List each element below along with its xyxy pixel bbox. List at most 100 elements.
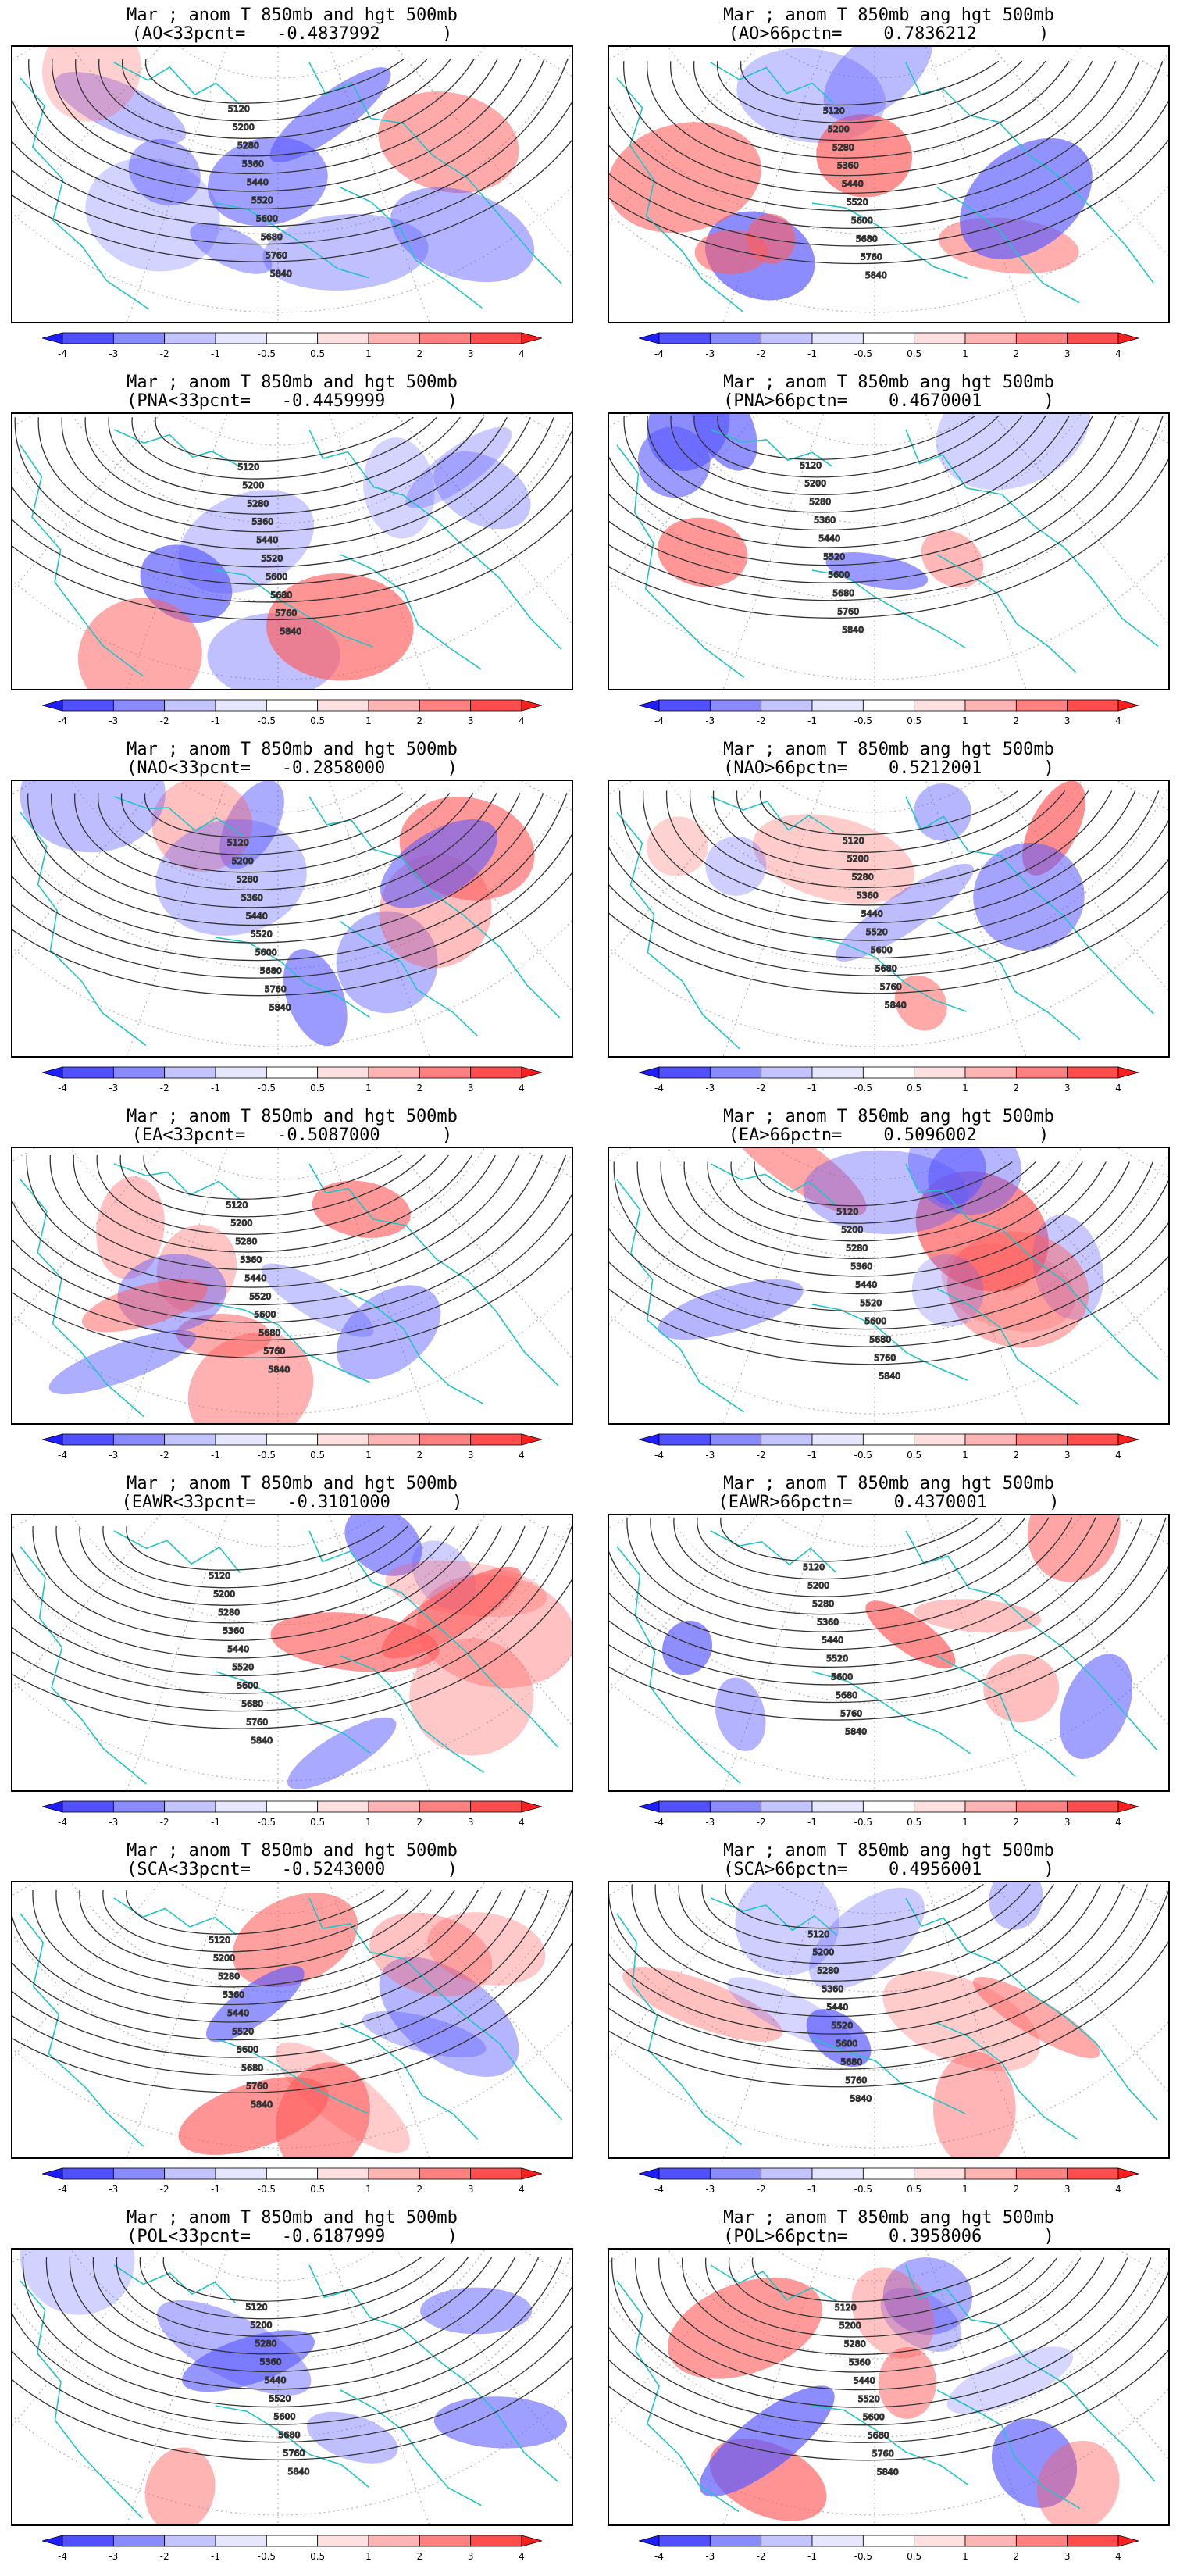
temperature-anomaly-shading: [270, 1515, 572, 1789]
polar-map: 5120 5200 5280 5360 5440 5520 5600 5680 5760 5840: [608, 45, 1170, 323]
colorbar-swatch: [215, 699, 267, 712]
contour-label: 5360: [850, 1261, 872, 1272]
warm-anomaly: [381, 1566, 522, 1659]
warm-anomaly: [694, 230, 768, 274]
colorbar-tick-label: 0.5: [907, 1083, 921, 1094]
colorbar-tick-label: -4: [58, 1450, 67, 1461]
coastlines: [20, 2264, 559, 2519]
colorbar-min-arrow: [637, 332, 660, 344]
colorbar-swatch: [658, 332, 711, 344]
colorbar-tick-label: 2: [417, 2184, 423, 2195]
colorbar-tick-label: -1: [211, 1450, 220, 1461]
map-panel: Mar ; anom T 850mb ang hgt 500mb (NAO>66…: [608, 739, 1170, 1106]
panel-subtitle: (EAWR<33pcnt= -0.3101000 ): [121, 1493, 463, 1512]
contour-label: 5680: [869, 1335, 891, 1345]
colorbar-swatch: [964, 1433, 1017, 1446]
polar-map: 5120 5200 5280 5360 5440 5520 5600 5680 5760 5840: [11, 1881, 573, 2159]
colorbar-tick-label: 0.5: [310, 1083, 325, 1094]
colorbar-swatch: [862, 699, 915, 712]
height-contours: 5120 5200 5280 5360 5440 5520 5600 5680 5760 5840: [609, 1161, 1168, 1382]
polar-map: 5120 5200 5280 5360 5440 5520 5600 5680 5760 5840: [11, 2248, 573, 2526]
contour-label: 5200: [213, 1589, 235, 1600]
contour-label: 5840: [280, 626, 301, 637]
contour-label: 5840: [251, 1736, 273, 1746]
colorbar-tick-label: -0.5: [854, 1450, 872, 1461]
contour-label: 5200: [812, 1947, 834, 1957]
colorbar-swatch: [658, 1066, 711, 1079]
colorbar-max-arrow: [521, 1800, 544, 1813]
colorbar-tick-label: -2: [160, 2551, 169, 2562]
contour-label: 5600: [237, 1681, 258, 1691]
contour-label: 5600: [831, 1672, 853, 1682]
colorbar-tick-label: 2: [1014, 2184, 1020, 2195]
panel-title: Mar ; anom T 850mb and hgt 500mb: [127, 5, 458, 25]
contour-label: 5200: [213, 1953, 235, 1964]
contour-label: 5280: [255, 2339, 277, 2349]
contour-label: 5440: [265, 2375, 287, 2385]
contour-label: 5840: [842, 625, 864, 635]
graticule: [609, 414, 1168, 689]
colorbar-swatch: [862, 1800, 915, 1813]
colorbar: -4 -3 -2 -1 -0.5 0.5 1 2 3 4: [637, 1800, 1140, 1839]
colorbar-swatch: [914, 1800, 966, 1813]
map-panel: Mar ; anom T 850mb ang hgt 500mb (SCA>66…: [608, 1840, 1170, 2207]
colorbar-swatch: [709, 2535, 762, 2547]
contour-label: 5440: [246, 911, 268, 921]
map-svg: 5120 5200 5280 5360 5440 5520 5600 5680 5760 5840: [12, 1882, 572, 2157]
contour-label: 5760: [246, 1717, 268, 1727]
colorbar-tick-label: -2: [757, 715, 766, 726]
colorbar-swatch: [914, 2535, 966, 2547]
colorbar-swatch: [368, 699, 420, 712]
temperature-anomaly-shading: [609, 47, 1093, 301]
map-panel: Mar ; anom T 850mb and hgt 500mb (PNA<33…: [11, 372, 573, 739]
contour-label: 5840: [288, 2467, 310, 2477]
colorbar-swatch: [1067, 1433, 1119, 1446]
cold-anomaly: [55, 72, 187, 144]
cold-anomaly: [911, 1254, 984, 1327]
colorbar-swatch: [419, 1066, 472, 1079]
panel-title: Mar ; anom T 850mb and hgt 500mb: [127, 740, 458, 759]
colorbar-swatch: [1015, 2535, 1068, 2547]
warm-anomaly: [378, 91, 519, 194]
contour-label: 5360: [223, 1989, 244, 2000]
colorbar-min-arrow: [41, 1800, 63, 1813]
colorbar-tick-label: -4: [654, 1083, 664, 1094]
cold-anomaly: [48, 1329, 197, 1395]
colorbar-swatch: [62, 699, 114, 712]
colorbar-tick-label: -4: [654, 2551, 664, 2562]
map-svg: 5120 5200 5280 5360 5440 5520 5600 5680 5760 5840: [609, 781, 1168, 1056]
colorbar-tick-label: -0.5: [258, 1817, 276, 1828]
cold-anomaly: [705, 836, 767, 896]
colorbar-swatch: [761, 2167, 813, 2180]
colorbar-swatch: [266, 699, 319, 712]
contour-label: 5440: [247, 177, 269, 187]
colorbar-swatch: [964, 2535, 1017, 2547]
contour-label: 5360: [817, 1617, 839, 1627]
colorbar-tick-label: -3: [109, 2551, 118, 2562]
warm-anomaly: [646, 816, 709, 876]
cold-anomaly: [128, 138, 201, 206]
contour-label: 5280: [237, 875, 258, 885]
colorbar-tick-label: -4: [58, 1083, 67, 1094]
contour-label: 5360: [251, 517, 273, 527]
contour-label: 5200: [847, 854, 869, 864]
contour-label: 5680: [836, 1690, 857, 1700]
colorbar-tick-label: 0.5: [907, 2184, 921, 2195]
colorbar-swatch: [658, 2167, 711, 2180]
contour-label: 5600: [863, 2412, 885, 2422]
colorbar-swatch: [964, 2167, 1017, 2180]
colorbar-min-arrow: [637, 2167, 660, 2180]
contour-label: 5120: [226, 1200, 248, 1210]
cold-anomaly: [936, 414, 1091, 491]
colorbar-tick-label: 3: [468, 715, 474, 726]
panel-title: Mar ; anom T 850mb ang hgt 500mb: [723, 2208, 1054, 2228]
colorbar-tick-label: -1: [807, 1450, 817, 1461]
colorbar-swatch: [658, 1433, 711, 1446]
polar-map: 5120 5200 5280 5360 5440 5520 5600 5680 5760 5840: [11, 1147, 573, 1425]
contour-label: 5440: [227, 2008, 249, 2018]
panel-subtitle: (POL<33pcnt= -0.6187999 ): [127, 2227, 458, 2246]
colorbar-swatch: [1015, 1066, 1068, 1079]
colorbar-swatch: [368, 1066, 420, 1079]
contour-label: 5120: [800, 460, 822, 470]
map-svg: 5120 5200 5280 5360 5440 5520 5600 5680 5760 5840: [609, 1148, 1168, 1423]
